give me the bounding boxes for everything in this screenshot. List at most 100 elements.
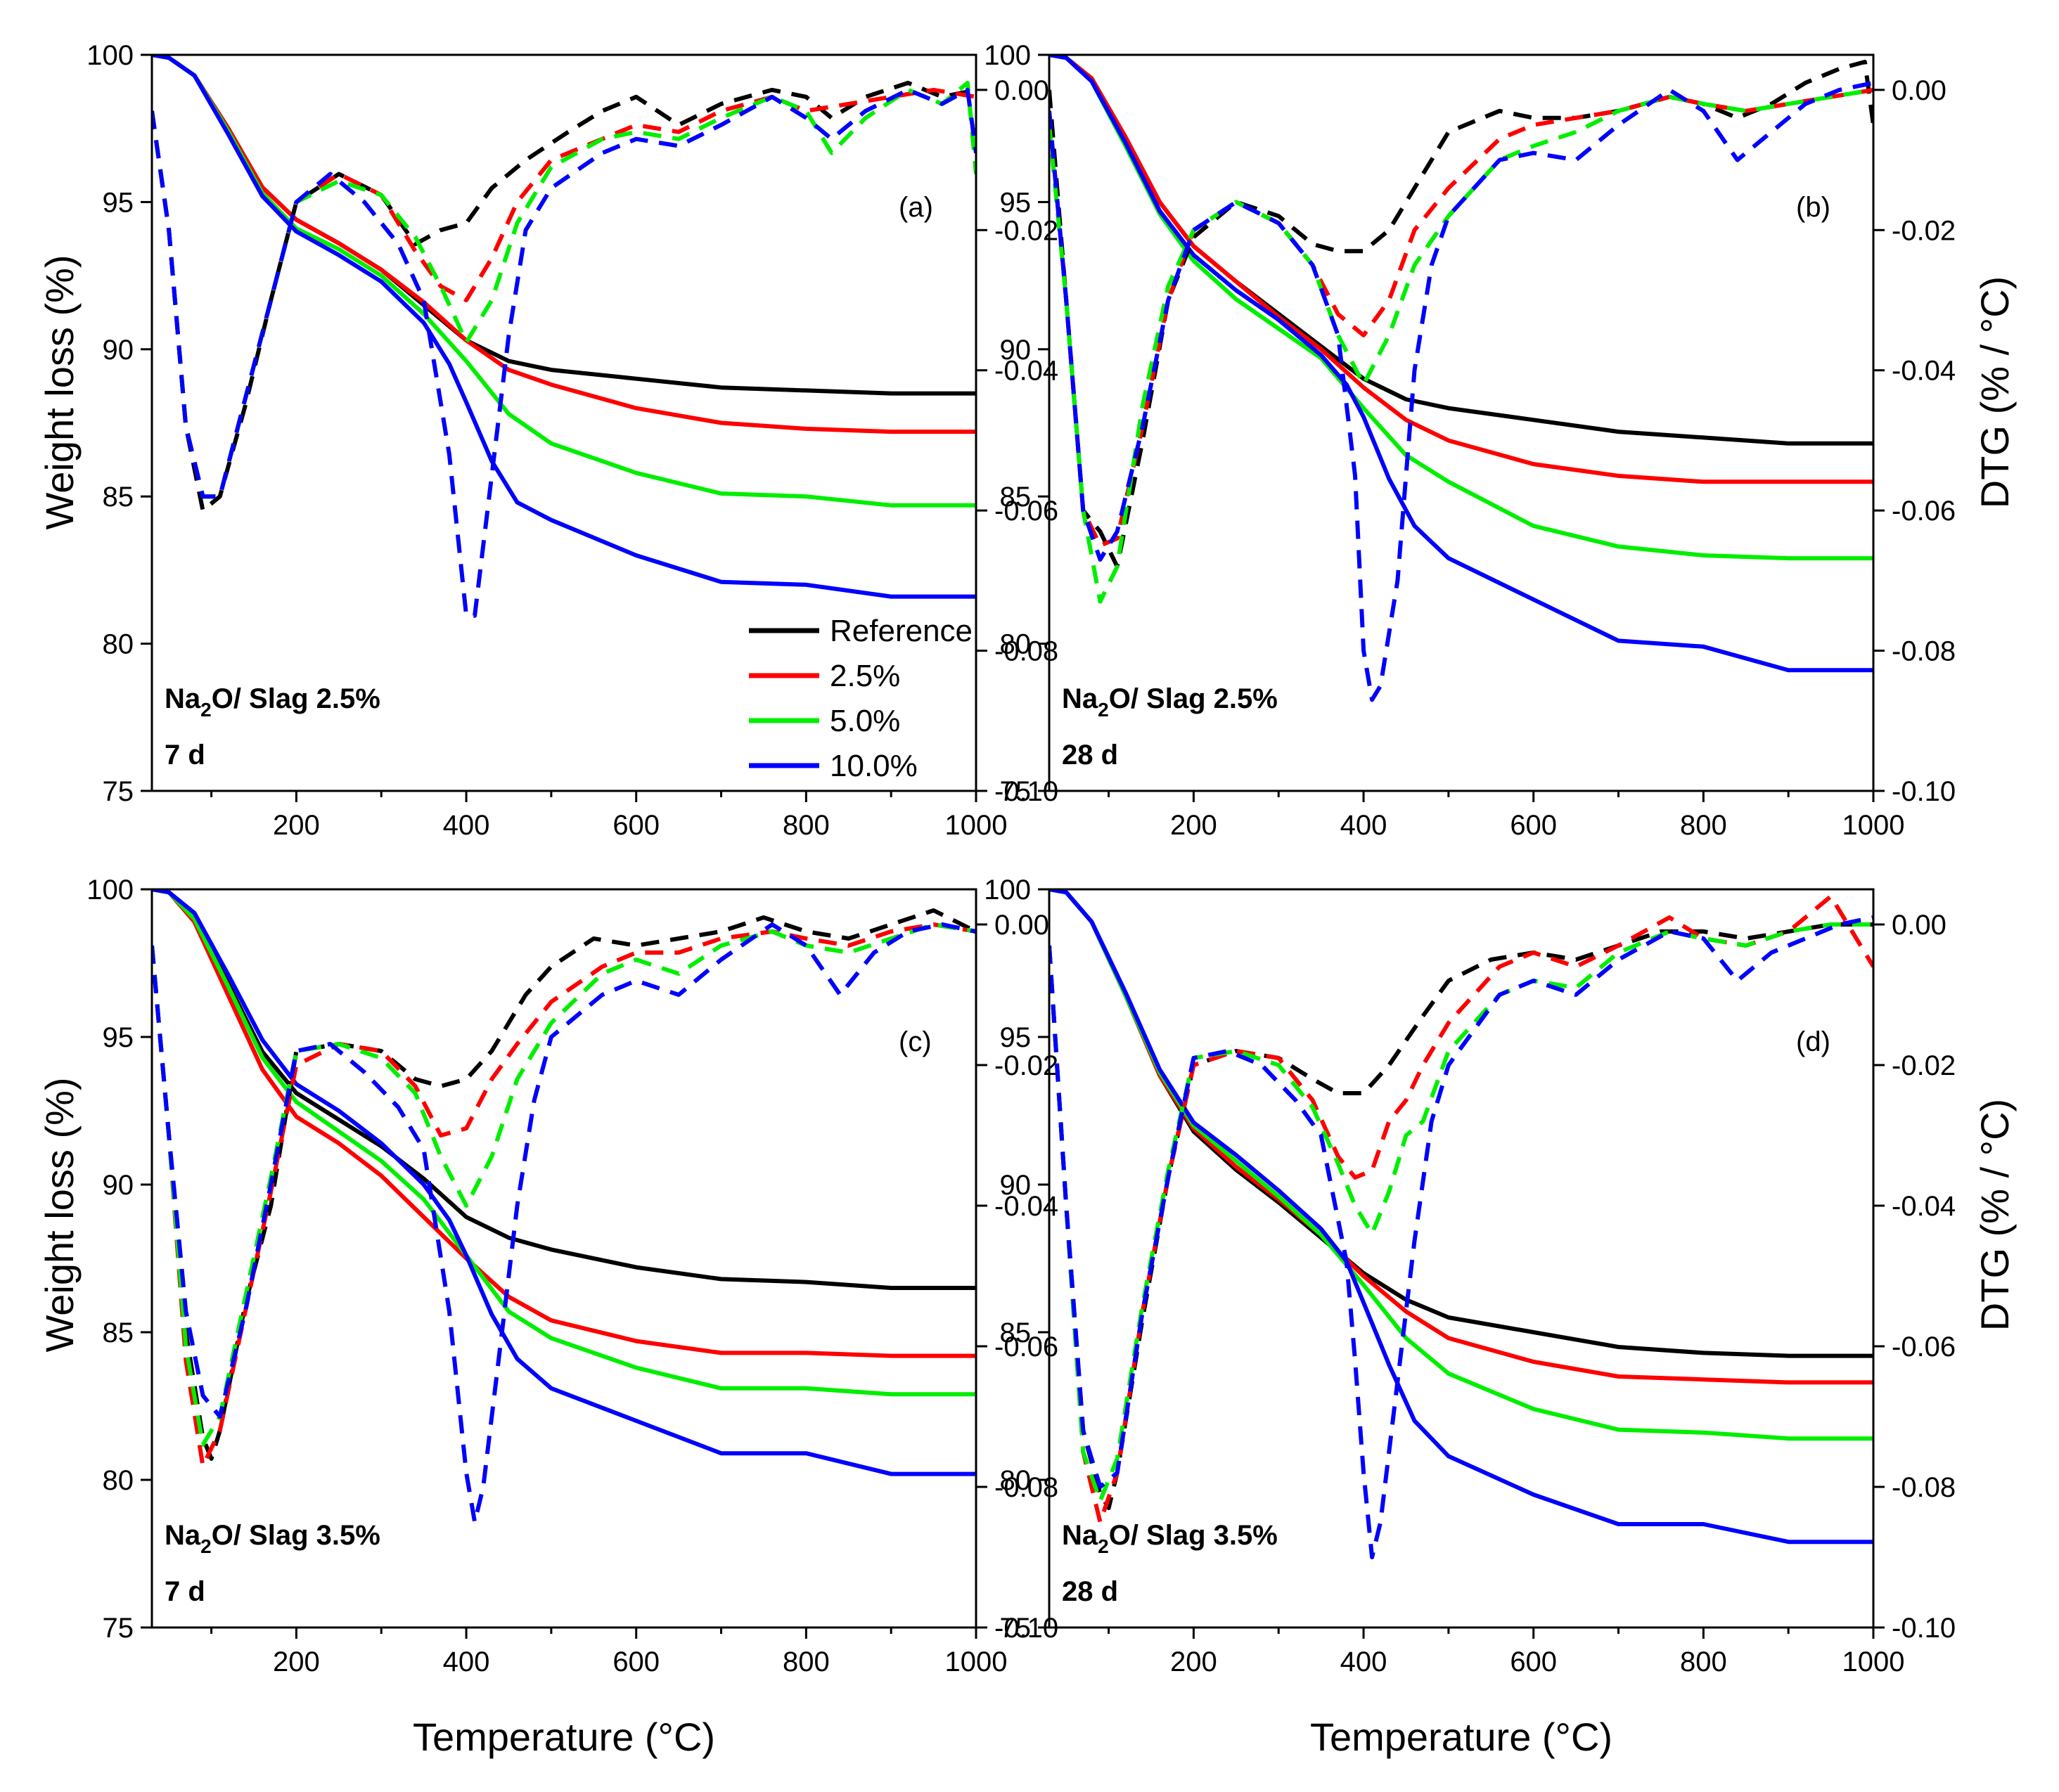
condition-subscript: 2 bbox=[200, 1535, 212, 1557]
y-left-tick-label: 85 bbox=[103, 1317, 134, 1348]
y-left-tick-label: 95 bbox=[1000, 1022, 1032, 1053]
condition-prefix: Na bbox=[165, 683, 201, 714]
y-right-tick-label: -0.02 bbox=[1892, 215, 1956, 246]
y-left-tick-label: 90 bbox=[1000, 335, 1032, 366]
tg-line-10-0pct bbox=[1049, 55, 1873, 673]
tg-line-5-0pct bbox=[152, 889, 976, 1397]
y-left-tick-label: 90 bbox=[1000, 1170, 1032, 1201]
x-tick-label: 400 bbox=[1340, 810, 1387, 841]
dtg-line-10-0pct bbox=[152, 922, 976, 1524]
y-right-tick-label: -0.08 bbox=[1892, 636, 1956, 667]
y-right-tick-label: -0.02 bbox=[994, 215, 1058, 246]
y-right-tick-label: -0.06 bbox=[1892, 1332, 1956, 1362]
panel-b: 200 400 600 800 1000 75 80 85 90 95 100 -0.10 -0.08 -… bbox=[984, 40, 1956, 841]
tg-line-2-5pct bbox=[152, 889, 976, 1358]
condition-suffix: O/ Slag 2.5% bbox=[1109, 683, 1278, 714]
tg-line-10-0pct bbox=[152, 55, 976, 599]
condition-suffix: O/ Slag 3.5% bbox=[212, 1520, 380, 1551]
y-left-tick-label: 80 bbox=[1000, 629, 1032, 660]
y-right-tick-label: -0.10 bbox=[1892, 1613, 1956, 1644]
legend-label-reference: Reference bbox=[830, 614, 973, 648]
age-label: 7 d bbox=[165, 1576, 205, 1607]
x-tick-label: 400 bbox=[443, 810, 490, 841]
x-tick-label: 800 bbox=[783, 810, 830, 841]
panel-d: 200 400 600 800 1000 75 80 85 90 95 100 -0.10 -0.08 -… bbox=[984, 875, 1956, 1677]
x-tick-label: 400 bbox=[443, 1646, 490, 1677]
plot-frame bbox=[1048, 53, 1875, 792]
y-left-tick-label: 75 bbox=[1000, 1613, 1032, 1644]
y-right-tick-label: -0.06 bbox=[994, 1332, 1058, 1362]
dtg-line-10-0pct bbox=[1049, 80, 1873, 702]
y-left-tick-label: 100 bbox=[86, 40, 134, 71]
condition-suffix: O/ Slag 3.5% bbox=[1109, 1520, 1278, 1551]
x-axis-title-left: Temperature (°C) bbox=[413, 1715, 715, 1759]
tg-line-10-0pct bbox=[1049, 889, 1873, 1545]
x-tick-label: 600 bbox=[1510, 1646, 1557, 1677]
condition-prefix: Na bbox=[165, 1520, 201, 1551]
y-right-tick-label: 0.00 bbox=[994, 910, 1049, 941]
x-tick-label: 1000 bbox=[1842, 1646, 1905, 1677]
y-right-tick-label: -0.10 bbox=[1892, 776, 1956, 807]
x-tick-label: 1000 bbox=[945, 1646, 1008, 1677]
panel-label: (a) bbox=[899, 192, 933, 223]
age-label: 28 d bbox=[1062, 740, 1118, 771]
panel-label: (c) bbox=[899, 1026, 932, 1057]
dtg-line-reference bbox=[152, 908, 976, 1461]
y-right-tick-label: -0.02 bbox=[1892, 1050, 1956, 1081]
y-right-tick-label: -0.04 bbox=[1892, 1191, 1956, 1222]
x-tick-label: 800 bbox=[1680, 810, 1727, 841]
x-tick-label: 200 bbox=[273, 810, 320, 841]
dtg-line-2-5pct bbox=[1049, 87, 1873, 548]
y-left-tick-label: 85 bbox=[1000, 1317, 1032, 1348]
dtg-line-10-0pct bbox=[152, 87, 976, 618]
tg-line-10-0pct bbox=[152, 889, 976, 1476]
x-tick-label: 600 bbox=[612, 1646, 660, 1677]
y-right-tick-label: -0.04 bbox=[994, 356, 1058, 387]
left-axis-title-bottom: Weight loss (%) bbox=[37, 1077, 82, 1352]
plot-frame bbox=[150, 53, 977, 792]
condition-prefix: Na bbox=[1062, 683, 1098, 714]
y-left-tick-label: 100 bbox=[86, 875, 134, 905]
panel-c: 200 400 600 800 10007580859095100-0.10-0.08-… bbox=[86, 875, 1058, 1677]
y-left-tick-label: 100 bbox=[984, 40, 1031, 71]
x-axis-title-right: Temperature (°C) bbox=[1310, 1715, 1612, 1759]
y-right-tick-label: -0.02 bbox=[994, 1050, 1058, 1081]
condition-subscript: 2 bbox=[1098, 699, 1109, 721]
tg-line-reference bbox=[1049, 889, 1873, 1358]
x-tick-label: 600 bbox=[1510, 810, 1557, 841]
condition-label: Na2O/ Slag 3.5% bbox=[165, 1520, 380, 1557]
y-left-tick-label: 85 bbox=[1000, 482, 1032, 513]
panel-label: (d) bbox=[1796, 1026, 1830, 1057]
tg-line-2-5pct bbox=[1049, 55, 1873, 484]
y-left-tick-label: 95 bbox=[1000, 187, 1032, 218]
y-right-tick-label: -0.08 bbox=[994, 1472, 1058, 1503]
condition-label: Na2O/ Slag 2.5% bbox=[1062, 683, 1278, 721]
x-tick-label: 600 bbox=[612, 810, 660, 841]
dtg-line-10-0pct bbox=[1049, 915, 1873, 1559]
x-tick-label: 400 bbox=[1340, 1646, 1387, 1677]
plot-frame bbox=[150, 888, 977, 1629]
legend: Reference 2.5% 5.0% 10.0% bbox=[749, 614, 973, 783]
condition-subscript: 2 bbox=[1098, 1535, 1109, 1557]
y-left-tick-label: 90 bbox=[103, 1170, 134, 1201]
condition-subscript: 2 bbox=[200, 699, 212, 721]
y-right-tick-label: -0.08 bbox=[1892, 1472, 1956, 1503]
dtg-line-5-0pct bbox=[1049, 87, 1873, 604]
dtg-line-reference bbox=[1049, 60, 1873, 569]
tg-line-2-5pct bbox=[152, 55, 976, 434]
dtg-line-reference bbox=[152, 80, 976, 513]
legend-label-5-0: 5.0% bbox=[830, 704, 900, 738]
plot-frame bbox=[1048, 888, 1875, 1629]
y-right-tick-label: -0.04 bbox=[994, 1191, 1058, 1222]
right-axis-title-top: DTG (% / °C) bbox=[1973, 276, 2017, 508]
x-tick-label: 200 bbox=[273, 1646, 320, 1677]
right-axis-title-bottom: DTG (% / °C) bbox=[1973, 1099, 2017, 1331]
condition-suffix: O/ Slag 2.5% bbox=[212, 683, 380, 714]
y-left-tick-label: 80 bbox=[103, 1465, 134, 1496]
y-right-tick-label: -0.06 bbox=[1892, 496, 1956, 527]
dtg-line-2-5pct bbox=[152, 922, 976, 1468]
legend-label-10-0: 10.0% bbox=[830, 749, 918, 783]
y-left-tick-label: 80 bbox=[1000, 1465, 1032, 1496]
x-tick-label: 1000 bbox=[1842, 810, 1905, 841]
